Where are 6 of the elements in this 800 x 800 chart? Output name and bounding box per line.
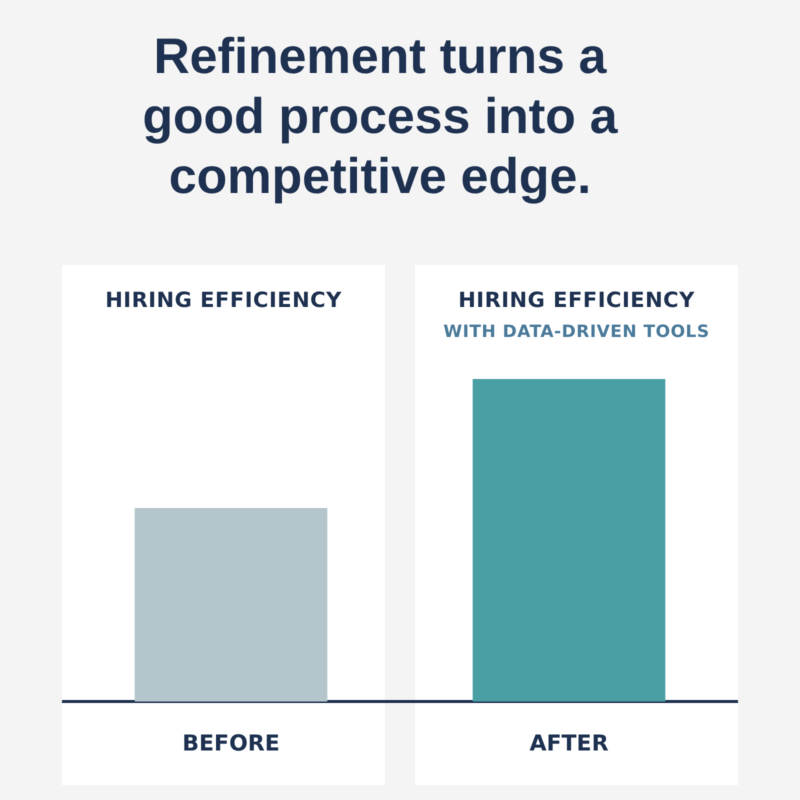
x-tick-label: BEFORE	[182, 732, 280, 757]
x-tick-label: AFTER	[529, 732, 609, 757]
text: WITH DATA-DRIVEN TOOLS	[442, 322, 711, 342]
chart-title: Refinement turns a good process into a competitive edge.	[141, 27, 619, 206]
text: HIRING EFFICIENCY	[457, 288, 696, 312]
text: HIRING EFFICIENCY	[104, 288, 343, 312]
